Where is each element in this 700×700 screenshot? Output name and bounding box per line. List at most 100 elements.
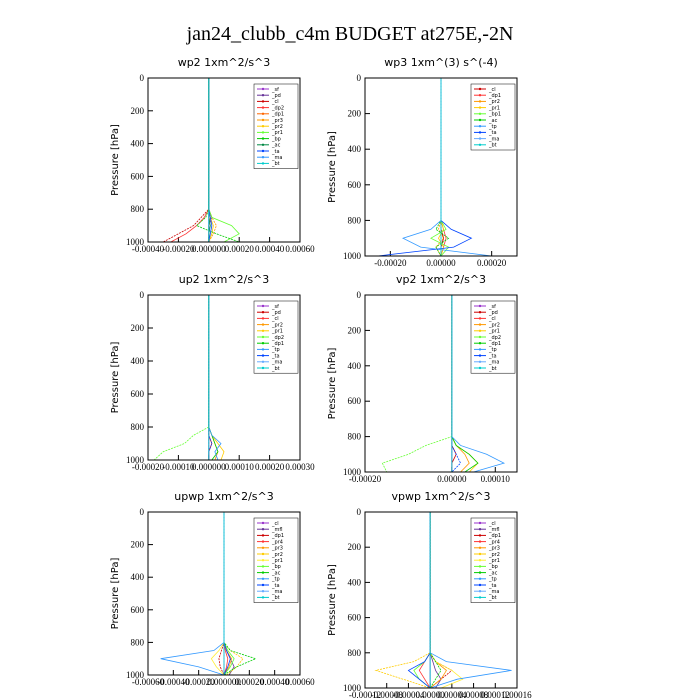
y-tick-label: 400 [348, 144, 362, 154]
x-tick-label: -0.00004 [392, 690, 425, 700]
legend-marker [261, 521, 265, 525]
y-tick-label: 1000 [343, 683, 362, 693]
y-tick-label: 1000 [126, 237, 145, 247]
frame [364, 511, 518, 689]
x-tick-label: -0.00060 [132, 677, 165, 687]
legend-marker [478, 143, 482, 146]
x-tick-label: -0.00040 [132, 244, 165, 254]
series-line [429, 512, 442, 688]
legend-marker [261, 112, 265, 116]
legend-label: _pr3 [488, 546, 500, 552]
legend-label: _ac [488, 118, 498, 124]
series-line [223, 512, 244, 675]
series-line [223, 512, 229, 675]
frame [364, 77, 518, 257]
legend-label: _dp1 [488, 93, 501, 99]
legend-label: _ta [271, 149, 280, 155]
legend-marker [261, 348, 265, 351]
legend-marker [261, 571, 265, 574]
series-line [435, 78, 445, 256]
legend-marker [261, 162, 265, 165]
legend-label: _sf [488, 304, 496, 310]
legend-label: _bp [271, 564, 281, 570]
x-tick-label: -0.00040 [157, 677, 190, 687]
legend-label: _pr1 [488, 558, 500, 564]
x-tick-label: -0.00012 [349, 690, 381, 700]
legend-label: _ta [271, 353, 280, 359]
legend-marker [478, 137, 482, 140]
legend-label: _ta [271, 583, 280, 589]
x-tick-label: -0.00008 [371, 690, 404, 700]
series-line [163, 78, 210, 242]
y-tick-label: 600 [131, 389, 145, 399]
y-tick-label: 200 [348, 542, 362, 552]
legend-marker [261, 94, 265, 97]
legend-label: _cl [488, 316, 496, 322]
legend-marker [478, 125, 482, 128]
legend-label: _pr2 [271, 124, 283, 130]
legend-label: _bt [488, 595, 497, 601]
x-tick-label: 0.00000 [426, 258, 456, 268]
series-line [208, 295, 219, 460]
legend-marker [261, 100, 265, 103]
legend-label: _ac [271, 143, 281, 149]
legend-marker [478, 311, 482, 314]
legend-marker [261, 304, 265, 308]
series-line [377, 78, 473, 256]
y-tick-label: 200 [131, 323, 145, 333]
legend-marker [261, 342, 265, 345]
legend-marker [478, 534, 482, 537]
y-tick-label: 800 [131, 204, 145, 214]
legend-marker [478, 118, 482, 122]
legend-label: _dp2 [488, 335, 501, 341]
series-line [208, 295, 219, 460]
x-tick-label: 0.00020 [255, 462, 285, 472]
y-tick-label: 600 [348, 613, 362, 623]
y-tick-label: 800 [348, 432, 362, 442]
x-tick-label: 0.00010 [225, 462, 255, 472]
legend-label: _pd [271, 310, 281, 316]
legend-marker [478, 131, 482, 134]
y-tick-label: 1000 [343, 251, 362, 261]
y-tick-label: 400 [348, 577, 362, 587]
y-tick-label: 1000 [343, 467, 362, 477]
legend-label: _dp1 [488, 533, 501, 539]
y-tick-label: 1000 [126, 670, 145, 680]
y-tick-label: 1000 [126, 455, 145, 465]
legend-marker [478, 112, 482, 116]
panel: wp3 1xm^(3) s^(-4) Pressure [hPa] 0 200 400 6… [327, 56, 518, 268]
legend-marker [478, 528, 482, 531]
legend-label: _pr4 [488, 539, 500, 545]
legend-marker [261, 323, 265, 326]
legend-marker [261, 354, 265, 357]
legend-label: _ma [488, 136, 499, 142]
legend-marker [261, 552, 265, 556]
legend-marker [478, 87, 482, 91]
legend-label: _pr2 [488, 552, 500, 558]
series-line [153, 295, 210, 460]
legend-label: _pr2 [271, 322, 283, 328]
legend-marker [478, 335, 482, 339]
legend-marker [478, 354, 482, 357]
series-line [374, 512, 431, 688]
legend-marker [478, 577, 482, 580]
series-line [208, 78, 240, 242]
x-tick-label: -0.00020 [374, 258, 407, 268]
legend-marker [478, 106, 482, 109]
legend-label: _ma [488, 360, 499, 366]
legend-label: _cl [488, 521, 496, 527]
legend-label: _ta [488, 353, 497, 359]
legend-marker [478, 348, 482, 351]
legend-label: _cl [271, 521, 279, 527]
y-tick-label: 400 [131, 572, 145, 582]
y-tick-label: 0 [357, 290, 362, 300]
legend-marker [261, 143, 265, 146]
y-tick-label: 0 [357, 507, 362, 517]
legend-label: _tp [488, 577, 497, 583]
x-tick-label: 0.000000 [207, 677, 241, 687]
legend-label: _bp [488, 564, 498, 570]
legend-label: _bt [488, 366, 497, 372]
x-tick-label: 0.000000 [192, 462, 226, 472]
series-line [208, 295, 222, 460]
series-line [223, 512, 257, 675]
